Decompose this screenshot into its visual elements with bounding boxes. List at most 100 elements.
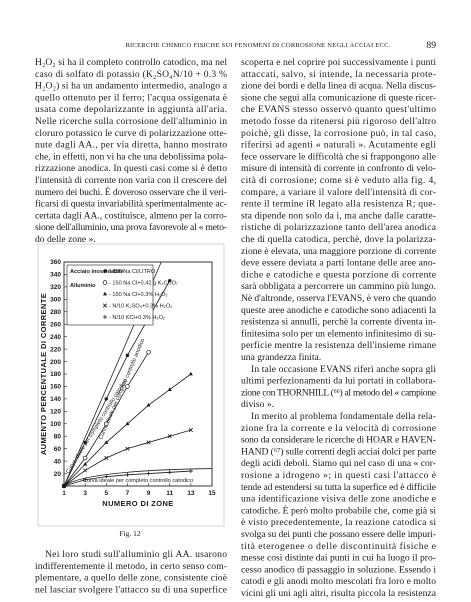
y-tick-label: 160 bbox=[50, 384, 61, 391]
text-line: che di quella catodica, perchè, dove la … bbox=[241, 234, 436, 245]
y-axis-label: AUMENTO PERCENTUALE DI CORRENTE bbox=[39, 293, 48, 455]
text-line: cesso anodico di passaggio in soluzione.… bbox=[241, 564, 436, 575]
text-line: catodi e gli anodi molto mescolati fra l… bbox=[241, 576, 436, 587]
y-tick-label: 300 bbox=[50, 297, 61, 304]
data-point bbox=[104, 474, 109, 479]
text-line: diviso ». bbox=[241, 399, 274, 410]
text-line: messe così distinte dai punti in cui ha … bbox=[241, 553, 436, 564]
data-point bbox=[104, 421, 109, 427]
data-point bbox=[82, 455, 88, 461]
text-line: certata dagli AA., costituisce, almeno p… bbox=[35, 210, 227, 221]
text-line: una identificazione visiva delle zone an… bbox=[241, 494, 436, 505]
data-point bbox=[104, 455, 109, 461]
legend-marker bbox=[103, 291, 107, 296]
text-line: zione dei bordi e della linea di acqua. … bbox=[241, 81, 436, 92]
y-tick-label: 120 bbox=[50, 409, 61, 416]
text-line: quello ottenuto per il ferro; l'acqua os… bbox=[35, 92, 227, 103]
text-line: svolga su dei punti che possano essere d… bbox=[241, 529, 436, 540]
text-line: scoperta e nel coprire poi successivamen… bbox=[241, 57, 436, 68]
text-line: cità di corrosione; come si è veduto all… bbox=[241, 175, 436, 186]
text-line: sono da considerare le ricerche di HOAR … bbox=[241, 435, 436, 446]
y-tick-label: 220 bbox=[50, 346, 61, 353]
text-line: rente il termine iR legato alla resisten… bbox=[241, 199, 436, 210]
text-line: H₂O₂ si ha il completo controllo catodic… bbox=[35, 57, 227, 68]
legend-entry: - 150 Na Cl/LITRO bbox=[109, 269, 156, 275]
x-tick-label: 1 bbox=[62, 490, 66, 497]
data-point bbox=[83, 477, 88, 482]
data-point bbox=[125, 353, 130, 358]
x-tick-label: 3 bbox=[83, 490, 87, 497]
y-tick-label: 60 bbox=[54, 446, 62, 453]
series-line bbox=[63, 373, 192, 487]
data-point bbox=[146, 402, 151, 407]
y-tick-label: 360 bbox=[50, 259, 61, 266]
data-point bbox=[167, 470, 172, 475]
data-point bbox=[188, 371, 193, 376]
y-tick-label: 100 bbox=[50, 421, 61, 428]
text-line: misure di intensità di corrente in confr… bbox=[241, 163, 436, 174]
legend-entry: - N/10 K₂SO₄+0.3% H₂O₂ bbox=[109, 304, 172, 310]
data-point bbox=[83, 468, 88, 473]
text-line: attaccati, salvo, si intende, la necessa… bbox=[241, 69, 436, 80]
text-line: ultimi perfezionamenti da lui portati in… bbox=[241, 376, 436, 387]
text-line: nel lasciar svolgere l'attacco su di una… bbox=[35, 584, 227, 595]
y-tick-label: 320 bbox=[50, 284, 61, 291]
legend-entry: - 150 Na Cl+0.3% H₂O₂ bbox=[109, 292, 168, 298]
text-line: metodo fosse da ritenersi più rigoroso d… bbox=[241, 116, 436, 127]
x-tick-label: 15 bbox=[208, 490, 216, 497]
text-line: zione fra la corrente e la velocità di c… bbox=[241, 423, 436, 434]
legend-marker bbox=[103, 269, 107, 273]
text-line: H₂O₂) si ha un andamento intermedio, ana… bbox=[35, 81, 228, 92]
data-point bbox=[104, 397, 108, 401]
text-line: zione è elevata, una maggiore porzione d… bbox=[241, 246, 436, 257]
text-line: ficarsi di questa invariabilità sperimen… bbox=[35, 199, 227, 210]
text-line: indifferentemente il metodo, in certo se… bbox=[35, 561, 227, 572]
text-line: riferirsi ad agenti « naturali ». Acutam… bbox=[241, 140, 436, 151]
legend-group: Alluminio bbox=[70, 283, 96, 289]
legend-group: Acciaio inossidabile bbox=[70, 269, 124, 275]
data-point bbox=[188, 427, 193, 433]
text-line: rosione a idrogeno »; in questi casi l'a… bbox=[241, 470, 436, 481]
data-point bbox=[83, 462, 88, 466]
data-point bbox=[125, 472, 130, 477]
figure-frame bbox=[37, 243, 225, 527]
page-number: 89 bbox=[426, 40, 436, 51]
data-point bbox=[125, 446, 130, 451]
text-line: diche e catodiche e questa porzione di c… bbox=[241, 269, 436, 280]
legend-entry: - N/10 KCl+0.3% H₂O₂ bbox=[109, 315, 165, 321]
data-point bbox=[167, 387, 172, 391]
text-line: In merito al problema fondamentale della… bbox=[251, 411, 436, 422]
legend-marker bbox=[102, 303, 108, 308]
text-line: nute dagli AA., per via diretta, hanno m… bbox=[35, 140, 227, 151]
legend-entry: - 150 Na Cl+0.42 g K₂Cr₂O₇ bbox=[109, 281, 178, 287]
data-point bbox=[125, 421, 130, 426]
text-line: caso di solfato di potassio (K₂SO₄N/10 +… bbox=[35, 69, 227, 80]
y-tick-label: 240 bbox=[50, 334, 61, 341]
text-line: vicini gli uni agli altri, risulta picco… bbox=[241, 588, 437, 599]
annotation: Curva ideale per completo controllo cato… bbox=[83, 478, 193, 484]
text-line: è visto precedentemente, la reazione cat… bbox=[241, 517, 436, 528]
text-line: do delle zone ». bbox=[35, 234, 96, 245]
data-point bbox=[104, 440, 109, 444]
text-line: Nè d'altronde, osserva l'EVANS, è vero c… bbox=[241, 293, 436, 304]
text-line: rizzazione anodica. In questi casi come … bbox=[35, 163, 227, 174]
text-line: Nei loro studi sull'alluminio gli AA. us… bbox=[45, 549, 227, 560]
text-line: Nelle ricerche sulla corrosione dell'all… bbox=[35, 116, 227, 127]
legend-box bbox=[66, 264, 154, 326]
text-line: perficie mentre la resistenza dell'insie… bbox=[241, 340, 436, 351]
data-point bbox=[146, 471, 151, 476]
text-line: tende ad estendersi su tutta la superfic… bbox=[241, 482, 436, 493]
data-point bbox=[62, 484, 66, 488]
text-line: finitesima solo per un elemento infinite… bbox=[241, 328, 436, 339]
y-tick-label: 20 bbox=[54, 471, 62, 478]
text-line: sione che seguì alla comunicazione di qu… bbox=[241, 92, 436, 103]
text-line: fece osservare le difficoltà che si frap… bbox=[241, 151, 436, 162]
x-tick-label: 7 bbox=[126, 490, 130, 497]
y-tick-label: 340 bbox=[50, 272, 61, 279]
x-tick-label: 9 bbox=[147, 490, 151, 497]
text-line: una grandezza finita. bbox=[241, 352, 321, 363]
text-line: HAND (⁶⁷) sulle correnti degli acciai do… bbox=[241, 446, 436, 457]
y-tick-label: 280 bbox=[50, 309, 61, 316]
text-line: cloruro potassico le curve di polarizzaz… bbox=[35, 128, 227, 139]
